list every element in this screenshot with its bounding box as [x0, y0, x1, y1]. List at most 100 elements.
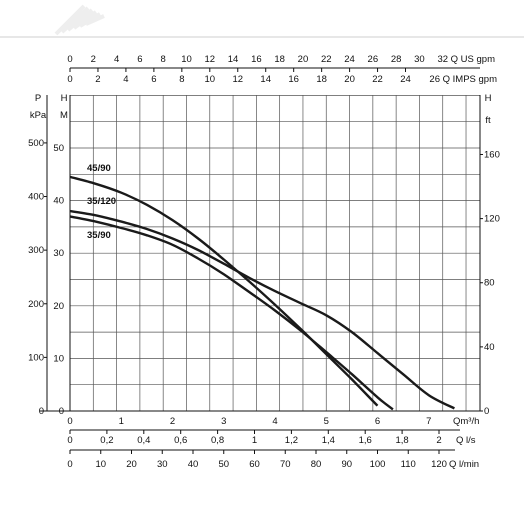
flow-usgpm-tick-label: 6: [137, 54, 142, 65]
flow-lmin-tick-label: 20: [126, 459, 137, 470]
grid: [69, 95, 481, 411]
flow-m3h-tick-label: 2: [170, 416, 175, 427]
head-ft-tick-label: 80: [484, 278, 495, 289]
head-ft-tick-label: 40: [484, 342, 495, 353]
flow-usgpm-tick-label: 16: [251, 54, 262, 65]
flow-usgpm-tick-label: 4: [114, 54, 119, 65]
flow-ls-tick-label: 0,2: [100, 435, 113, 446]
flow-impsgpm-tick-label: 22: [372, 74, 383, 85]
flow-lmin-tick-label: 40: [188, 459, 199, 470]
flow-m3h-tick-label: 7: [426, 416, 431, 427]
flow-lmin-tick-label: 100: [370, 459, 386, 470]
flow-usgpm-tick-label: 20: [298, 54, 309, 65]
flow-impsgpm-tick-label: 8: [179, 74, 184, 85]
flow-ls-tick-label: 0,4: [137, 435, 150, 446]
flow-ls-tick-label: 1: [252, 435, 257, 446]
head-m-tick-label: 30: [53, 248, 64, 259]
pressure-tick-label: 0: [39, 406, 44, 417]
pressure-axis-symbol: P: [35, 93, 41, 104]
head-ft-axis-unit: ft: [485, 115, 491, 126]
watermark-stripe: [85, 14, 105, 26]
flow-lmin-tick-label: 110: [401, 459, 416, 470]
pressure-tick-label: 300: [28, 245, 44, 256]
pressure-tick-label: 100: [28, 352, 44, 363]
flow-m3h-tick-label: 5: [324, 416, 329, 427]
head-ft-tick-label: 0: [484, 406, 489, 417]
flow-ls-tick-label: 0,6: [174, 435, 187, 446]
flow-ls-tick-label: 1,4: [322, 435, 335, 446]
performance-curves: [69, 175, 455, 411]
head-m-tick-label: 10: [53, 353, 64, 364]
watermark-stripe: [60, 6, 90, 34]
flow-lmin-tick-label: 10: [95, 459, 106, 470]
curve-label-45-90: 45/90: [87, 163, 111, 174]
flow-lmin-tick-label: 50: [218, 459, 229, 470]
flow-ls-tick-label: 2: [436, 435, 441, 446]
head-ft-tick-label: 120: [484, 214, 500, 225]
flow-impsgpm-tick-label: 2: [95, 74, 100, 85]
watermark-stripe: [66, 8, 94, 32]
flow-m3h-tick-label: 4: [272, 416, 277, 427]
head-m-tick-label: 0: [59, 406, 64, 417]
flow-m3h-tick-label: 3: [221, 416, 226, 427]
flow-m3h-tick-label: 1: [119, 416, 124, 427]
flow-m3h-unit: Qm³/h: [453, 416, 479, 427]
curve-35-120: [69, 209, 455, 410]
flow-impsgpm-tick-label: 18: [316, 74, 327, 85]
head-ft-tick-label: 160: [484, 149, 500, 160]
flow-m3h-tick-label: 6: [375, 416, 380, 427]
flow-usgpm-tick-label: 18: [274, 54, 285, 65]
head-m-tick-label: 20: [53, 301, 64, 312]
head-m-axis-unit: M: [60, 110, 68, 121]
curve-35-90: [69, 215, 394, 411]
flow-impsgpm-unit: 26 Q IMPS gpm: [429, 74, 497, 85]
curve-label-35-120: 35/120: [87, 196, 116, 207]
flow-lmin-tick-label: 60: [249, 459, 260, 470]
flow-usgpm-unit: Q US gpm: [451, 54, 495, 65]
curve-45-90: [69, 175, 379, 407]
flow-usgpm-tick-label: 28: [391, 54, 402, 65]
flow-ls-tick-label: 0,8: [211, 435, 224, 446]
head-m-tick-label: 40: [53, 196, 64, 207]
flow-lmin-unit: Q l/min: [449, 459, 479, 470]
flow-ls-tick-label: 1,6: [359, 435, 372, 446]
flow-usgpm-tick-label: 8: [161, 54, 166, 65]
flow-impsgpm-tick-label: 10: [205, 74, 216, 85]
flow-usgpm-tick-label: 12: [204, 54, 215, 65]
flow-impsgpm-tick-label: 0: [67, 74, 72, 85]
watermark-stripe: [72, 10, 98, 30]
logo-watermark: [54, 4, 105, 36]
flow-ls-tick-label: 1,2: [285, 435, 298, 446]
watermark-stripe: [78, 12, 102, 28]
flow-impsgpm-tick-label: 4: [123, 74, 128, 85]
flow-ls-tick-label: 1,8: [395, 435, 408, 446]
head-m-axis-symbol: H: [61, 93, 68, 104]
head-m-tick-label: 50: [53, 143, 64, 154]
flow-usgpm-tick-label: 2: [91, 54, 96, 65]
flow-usgpm-tick-label: 14: [228, 54, 239, 65]
flow-lmin-tick-label: 120: [431, 459, 447, 470]
flow-impsgpm-tick-label: 24: [400, 74, 411, 85]
pressure-axis-unit: kPa: [30, 110, 47, 121]
flow-usgpm-tick-label: 30: [414, 54, 425, 65]
flow-impsgpm-tick-label: 6: [151, 74, 156, 85]
flow-usgpm-tick-label: 24: [344, 54, 355, 65]
curve-labels: 45/90 35/120 35/90: [87, 163, 116, 241]
flow-lmin-tick-label: 0: [67, 459, 72, 470]
head-ft-axis-symbol: H: [485, 93, 492, 104]
flow-usgpm-tick-label: 0: [67, 54, 72, 65]
axes: [40, 67, 483, 454]
flow-m3h-tick-label: 0: [67, 416, 72, 427]
pressure-tick-label: 400: [28, 192, 44, 203]
flow-usgpm-tick-label: 10: [181, 54, 192, 65]
flow-impsgpm-tick-label: 16: [288, 74, 299, 85]
flow-ls-tick-label: 0: [67, 435, 72, 446]
pressure-tick-label: 500: [28, 138, 44, 149]
watermark-stripe: [54, 4, 86, 36]
curve-label-35-90: 35/90: [87, 230, 111, 241]
flow-usgpm-tick-label: 26: [368, 54, 379, 65]
flow-ls-unit: Q l/s: [456, 435, 476, 446]
